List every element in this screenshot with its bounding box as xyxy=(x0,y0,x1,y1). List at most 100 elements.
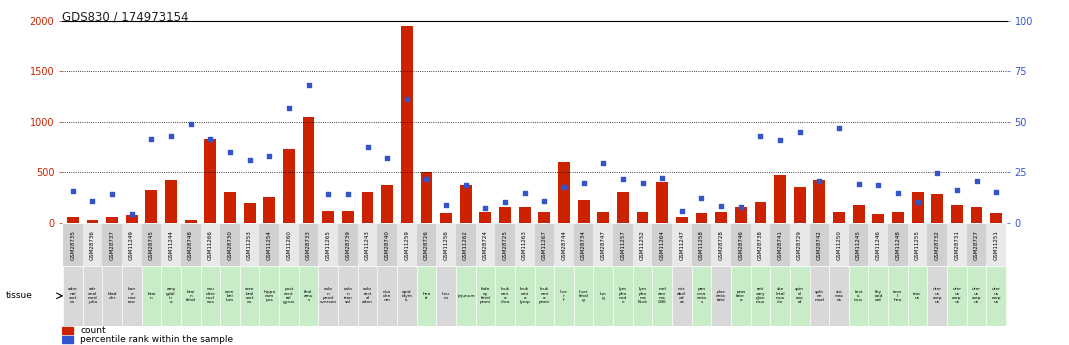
Point xyxy=(810,178,827,184)
Bar xyxy=(849,224,868,266)
Bar xyxy=(260,224,279,266)
Text: GSM11244: GSM11244 xyxy=(169,230,173,260)
Bar xyxy=(161,224,181,266)
Bar xyxy=(734,207,746,223)
Bar xyxy=(220,224,239,266)
Bar xyxy=(397,224,417,266)
Text: hippo
cam
pus: hippo cam pus xyxy=(263,289,276,302)
Bar xyxy=(145,190,157,223)
Bar xyxy=(692,224,711,266)
Bar xyxy=(122,224,141,266)
Bar xyxy=(185,220,197,223)
Bar xyxy=(672,224,692,266)
Text: epid
idym
is: epid idym is xyxy=(401,289,413,302)
Text: sto
mac
es: sto mac es xyxy=(835,289,843,302)
Text: GSM11248: GSM11248 xyxy=(896,230,900,260)
Point xyxy=(280,106,297,111)
Bar xyxy=(63,266,82,326)
Text: GSM28727: GSM28727 xyxy=(974,230,979,260)
Bar xyxy=(951,205,963,223)
Bar xyxy=(397,266,417,326)
Point xyxy=(772,137,789,142)
Bar xyxy=(554,266,574,326)
Text: GSM11265: GSM11265 xyxy=(326,230,330,260)
Text: lym
pho
ma
Burk: lym pho ma Burk xyxy=(637,287,648,304)
Text: cere
bel
lum: cere bel lum xyxy=(226,289,235,302)
Point xyxy=(791,129,808,135)
Point xyxy=(575,180,592,186)
Bar xyxy=(614,224,633,266)
Text: leuk
emi
a
prom: leuk emi a prom xyxy=(539,287,549,304)
Bar xyxy=(711,224,731,266)
Text: GSM11243: GSM11243 xyxy=(365,230,370,260)
Bar xyxy=(534,224,554,266)
Text: uter
us
corp
us: uter us corp us xyxy=(932,287,942,304)
Bar xyxy=(298,224,319,266)
Bar xyxy=(987,224,1006,266)
Bar xyxy=(830,266,849,326)
Bar xyxy=(495,266,515,326)
Text: GSM28737: GSM28737 xyxy=(110,230,114,260)
Bar xyxy=(377,224,397,266)
Bar xyxy=(888,266,908,326)
Bar xyxy=(122,266,141,326)
Text: plac
enta
tate: plac enta tate xyxy=(716,289,726,302)
Text: GSM28738: GSM28738 xyxy=(758,230,763,260)
Point xyxy=(929,170,946,176)
Text: mel
ano
ma
G36: mel ano ma G36 xyxy=(657,287,667,304)
Bar xyxy=(460,185,471,223)
Text: GSM28733: GSM28733 xyxy=(306,230,311,260)
Text: colo
n
tran
sal: colo n tran sal xyxy=(343,287,353,304)
Point xyxy=(536,198,553,204)
Bar xyxy=(358,266,377,326)
Text: cau
date
nucl
eus: cau date nucl eus xyxy=(205,287,215,304)
Text: GSM11245: GSM11245 xyxy=(856,230,862,260)
Point xyxy=(496,199,513,205)
Bar xyxy=(711,266,731,326)
Bar xyxy=(593,266,614,326)
Point xyxy=(418,176,435,182)
Text: GSM28734: GSM28734 xyxy=(582,230,586,260)
Text: GDS830 / 174973154: GDS830 / 174973154 xyxy=(62,10,188,23)
Bar xyxy=(181,266,201,326)
Bar xyxy=(656,182,668,223)
Bar xyxy=(987,266,1006,326)
Point xyxy=(948,187,965,193)
Bar xyxy=(617,192,629,223)
Text: adre
nal
cort
ex: adre nal cort ex xyxy=(67,287,78,304)
Bar xyxy=(652,266,672,326)
Bar xyxy=(377,266,397,326)
Bar xyxy=(692,266,711,326)
Bar xyxy=(417,224,436,266)
Text: blad
der: blad der xyxy=(107,292,117,300)
Text: amy
gdal
in
a: amy gdal in a xyxy=(166,287,176,304)
Bar xyxy=(652,224,672,266)
Text: GSM11255: GSM11255 xyxy=(915,230,920,260)
Point xyxy=(969,178,986,184)
Bar xyxy=(165,180,177,223)
Text: GSM28730: GSM28730 xyxy=(228,230,232,260)
Bar xyxy=(495,224,515,266)
Bar xyxy=(279,224,298,266)
Point xyxy=(870,183,887,188)
Point xyxy=(339,191,356,197)
Bar xyxy=(204,139,216,223)
Text: tissue: tissue xyxy=(5,291,32,300)
Bar xyxy=(436,266,455,326)
Text: duo
den
um: duo den um xyxy=(383,289,391,302)
Bar xyxy=(868,224,888,266)
Bar xyxy=(87,220,98,223)
Bar xyxy=(833,213,845,223)
Bar xyxy=(676,217,687,223)
Text: GSM11260: GSM11260 xyxy=(286,230,292,260)
Bar xyxy=(755,202,766,223)
Text: GSM11256: GSM11256 xyxy=(444,230,449,260)
Bar xyxy=(358,224,377,266)
Bar xyxy=(515,266,534,326)
Text: GSM28748: GSM28748 xyxy=(188,230,193,260)
Bar xyxy=(574,266,593,326)
Text: GSM11251: GSM11251 xyxy=(994,230,998,260)
Point xyxy=(713,203,730,209)
Point xyxy=(162,133,180,138)
Bar xyxy=(966,224,987,266)
